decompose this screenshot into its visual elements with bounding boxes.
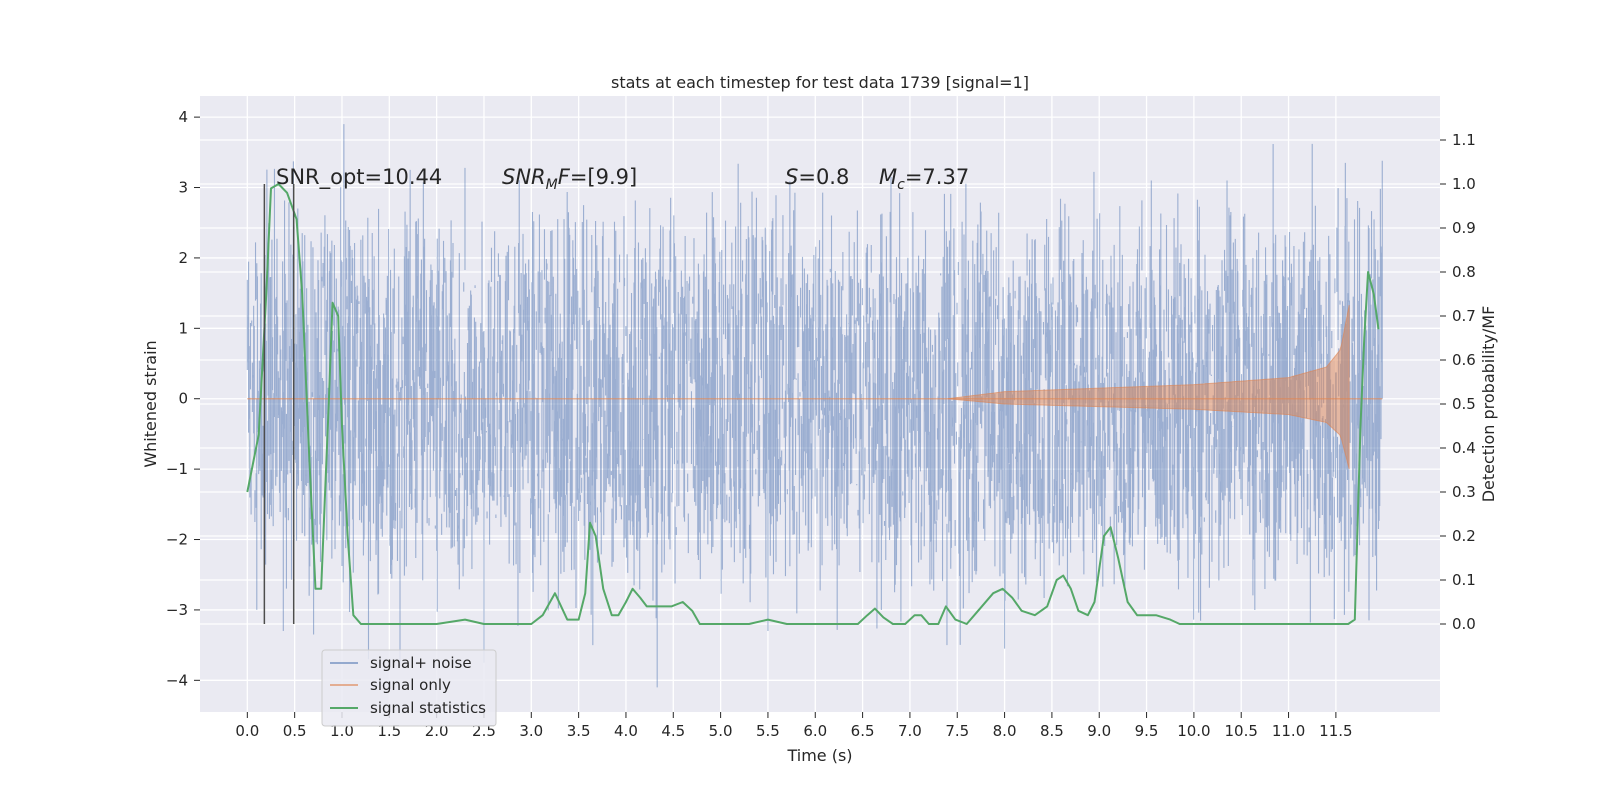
annotation-snr-opt: SNR_opt=10.44	[276, 165, 442, 190]
legend-box	[321, 649, 497, 727]
marker-lines	[263, 184, 295, 624]
x-axis-label: Time (s)	[786, 746, 852, 765]
annotation-mc: Mc=7.37	[879, 165, 969, 193]
y-right-tick-label: 1.1	[1452, 131, 1476, 149]
annotation-s: S=0.8	[785, 165, 849, 189]
chart-title: stats at each timestep for test data 173…	[611, 73, 1029, 92]
signal-statistics-series	[246, 183, 1380, 625]
legend-label-signal-noise: signal+ noise	[370, 654, 472, 672]
annotation-snr-mf: SNRMF=[9.9]	[502, 165, 637, 193]
x-tick-label: 6.5	[851, 722, 875, 740]
x-tick-label: 10.0	[1177, 722, 1210, 740]
y-left-tick-label: 2	[178, 249, 188, 267]
x-tick-label: 4.0	[614, 722, 638, 740]
y-right-tick-label: 0.0	[1452, 615, 1476, 633]
x-tick-label: 6.0	[803, 722, 827, 740]
x-tick-label: 7.5	[945, 722, 969, 740]
y-axis-label-right: Detection probability/MF	[1479, 306, 1498, 503]
y-right-tick-label: 1.0	[1452, 175, 1476, 193]
y-left-tick-label: 0	[178, 390, 188, 408]
y-left-tick-label: −4	[166, 671, 188, 689]
x-tick-label: 10.5	[1225, 722, 1258, 740]
y-left-tick-label: 4	[178, 108, 188, 126]
y-right-tick-label: 0.6	[1452, 351, 1476, 369]
axes: 0.0 0.5 1.0 1.5 2.0 2.5 3.0 3.5 4.0 4.5 5.0 5.5 6.0 6…	[166, 108, 1476, 740]
y-left-tick-label: −3	[166, 601, 188, 619]
x-tick-label: 0.5	[283, 722, 307, 740]
x-tick-label: 11.5	[1319, 722, 1352, 740]
y-right-tick-label: 0.7	[1452, 307, 1476, 325]
y-right-tick-label: 0.5	[1452, 395, 1476, 413]
y-right-tick-label: 0.3	[1452, 483, 1476, 501]
y-right-tick-label: 0.1	[1452, 571, 1476, 589]
signal-statistics-line	[246, 183, 1380, 625]
x-tick-label: 3.5	[567, 722, 591, 740]
x-tick-label: 3.0	[519, 722, 543, 740]
y-left-tick-label: 1	[178, 319, 188, 337]
y-right-tick-label: 0.8	[1452, 263, 1476, 281]
signal-only-series	[247, 304, 1383, 470]
x-tick-label: 0.0	[235, 722, 259, 740]
x-tick-label: 11.0	[1272, 722, 1305, 740]
signal-only-chirp	[947, 304, 1350, 470]
x-tick-label: 8.0	[993, 722, 1017, 740]
x-tick-label: 9.0	[1087, 722, 1111, 740]
x-tick-label: 4.5	[661, 722, 685, 740]
x-tick-label: 7.0	[898, 722, 922, 740]
y-left-tick-label: −1	[166, 460, 188, 478]
y-right-tick-label: 0.2	[1452, 527, 1476, 545]
y-axis-label-left: Whitened strain	[141, 340, 160, 467]
y-left-tick-label: −2	[166, 531, 188, 549]
legend: signal+ noise signal only signal statist…	[321, 649, 497, 727]
legend-label-signal-statistics: signal statistics	[370, 699, 486, 717]
y-right-tick-label: 0.9	[1452, 219, 1476, 237]
legend-label-signal-only: signal only	[370, 676, 451, 694]
x-tick-label: 8.5	[1040, 722, 1064, 740]
y-left-tick-label: 3	[178, 179, 188, 197]
x-tick-label: 5.0	[709, 722, 733, 740]
x-tick-label: 5.5	[756, 722, 780, 740]
y-right-tick-label: 0.4	[1452, 439, 1476, 457]
x-tick-label: 9.5	[1135, 722, 1159, 740]
